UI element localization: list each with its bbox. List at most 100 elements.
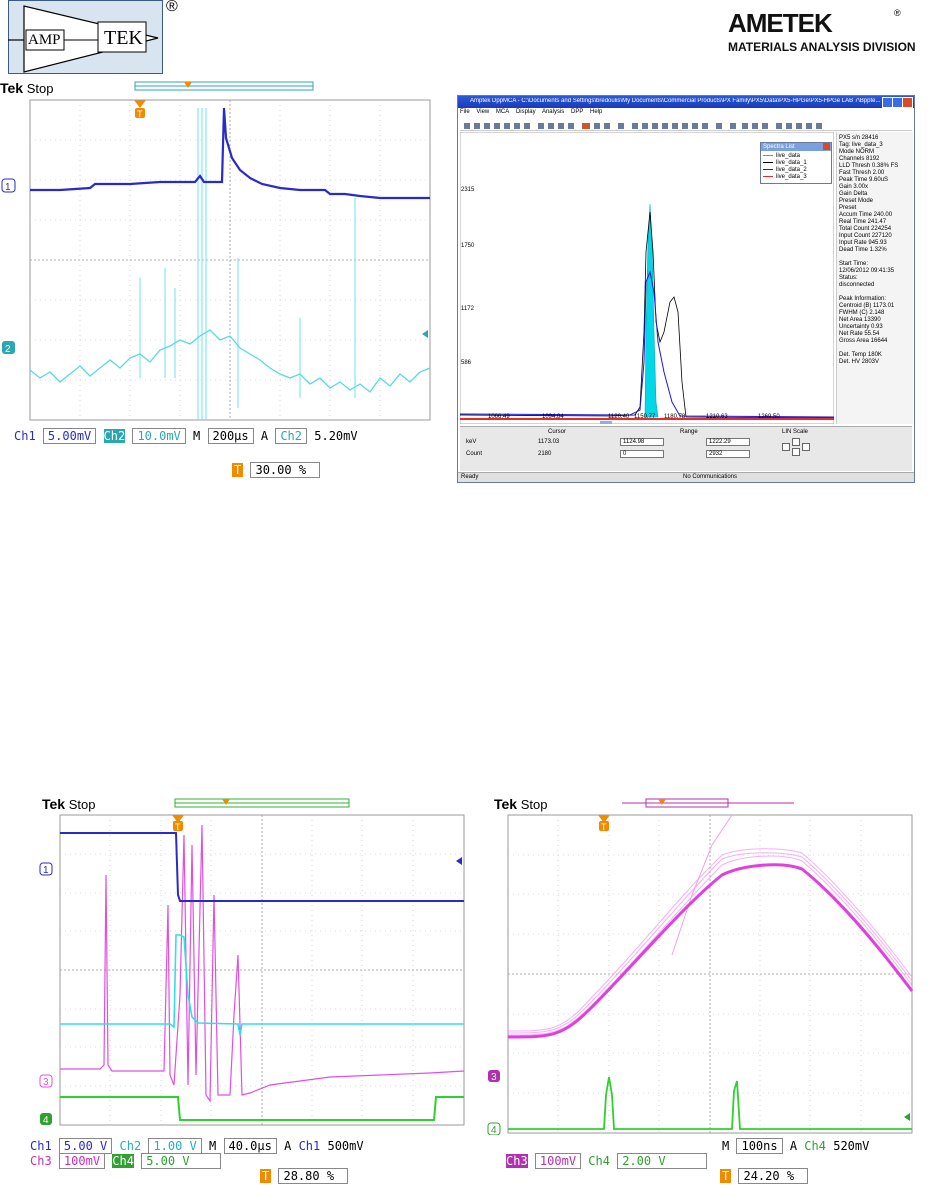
mca-legend-item-1[interactable]: live_data_1 [776, 160, 807, 166]
scope-screenshot-1: Tek Stop T [0, 78, 436, 484]
mca-info-line: Dead Time 1.32% [839, 247, 887, 253]
mca-xlabel-7: 1269.50 [758, 414, 780, 420]
mca-legend-item-2[interactable]: live_data_2 [776, 167, 807, 173]
mca-info-line: Gain 3.00x [839, 184, 869, 190]
scope3-ch2-label: Ch2 [119, 1139, 142, 1153]
mca-range-hi-kev[interactable]: 1222.29 [706, 438, 750, 446]
mca-bottom-panel: Cursor Range LIN Scale keV Count 1173.03… [460, 426, 912, 471]
amptek-logo-left: AMP [28, 32, 61, 48]
scope1-m-label: M [193, 429, 201, 443]
mca-menu-display[interactable]: Display [515, 109, 536, 115]
scope4-ch3-marker: 3 [491, 1072, 497, 1083]
scope1-trig-level: 5.20mV [314, 429, 358, 443]
mca-info-line [839, 254, 911, 261]
ametek-division: MATERIALS ANALYSIS DIVISION [728, 40, 916, 54]
mca-xlabel-2: 1094.84 [542, 414, 564, 420]
mca-info-line: Total Count 224254 [839, 226, 892, 232]
mca-menu-file[interactable]: File [460, 109, 470, 115]
amptek-logo: AMP TEK ® [8, 0, 188, 76]
mca-status-left: Ready [461, 474, 479, 480]
scope4-trig-src: Ch4 [804, 1139, 826, 1153]
mca-info-line: PX5 s/n 28416 [839, 135, 879, 141]
mca-info-line: Real Time 241.47 [839, 219, 887, 225]
scope1-ch2-marker: 2 [5, 344, 11, 355]
mca-info-line: Status: [839, 275, 858, 281]
scope3-trigger-pos: 28.80 % [278, 1168, 349, 1184]
scope1-trigger-pos: 30.00 % [250, 462, 321, 478]
scope3-brand: Tek [42, 796, 66, 812]
scope3-ch1-scale: 5.00 V [58, 1138, 113, 1154]
mca-kev-label: keV [466, 439, 477, 445]
scope4-ch4-label: Ch4 [588, 1154, 610, 1168]
scope4-trigger-pos: 24.20 % [738, 1168, 809, 1184]
mca-menu-dpp[interactable]: DPP [570, 109, 584, 115]
mca-info-line: Net Area 13390 [839, 317, 881, 323]
mca-menu-analysis[interactable]: Analysis [541, 109, 565, 115]
mca-xlabel-5: 1180.78 [664, 414, 686, 420]
scope3-ch4-scale: 5.00 V [141, 1153, 222, 1169]
scope4-trig-level: 520mV [833, 1139, 870, 1153]
mca-range-lo-count[interactable]: 0 [620, 450, 664, 458]
ametek-logo-name: AMETEK [728, 8, 833, 38]
scope1-ch1-scale: 5.00mV [42, 428, 97, 444]
mca-info-line: Preset Mode [839, 198, 874, 204]
mca-info-line: Net Rate 55.54 [839, 331, 880, 337]
mca-info-line: Uncertainty 0.93 [839, 324, 883, 330]
mca-info-line: Tag: live_data_3 [839, 142, 883, 148]
mca-cursor-label: Cursor [548, 429, 567, 435]
scope3-ch4-label: Ch4 [112, 1154, 134, 1168]
mca-close-button[interactable] [902, 97, 913, 108]
mca-info-line: Channels 8192 [839, 156, 880, 162]
scope1-trig-mode: A [260, 429, 269, 443]
mca-menubar: File View MCA Display Analysis DPP Help [460, 109, 602, 118]
ametek-registered-mark: ® [894, 8, 901, 18]
mca-count-label: Count [466, 451, 483, 457]
mca-info-line: 12/06/2012 09:41:35 [839, 268, 895, 274]
scope-screenshot-4: Tek Stop T 3 4 [482, 795, 922, 1185]
mca-legend-item-0[interactable]: live_data [776, 153, 801, 159]
mca-statusbar: Ready No Communications [458, 472, 914, 482]
mca-legend-item-3[interactable]: live_data_3 [776, 174, 807, 180]
mca-spectrum-plot [460, 132, 834, 424]
mca-menu-help[interactable]: Help [590, 109, 603, 115]
scope3-m-label: M [209, 1139, 217, 1153]
mca-info-line [839, 289, 911, 296]
mca-info-line: Preset [839, 205, 857, 211]
scope3-ch2-scale: 1.00 V [148, 1138, 202, 1154]
scope3-ch1-marker: 1 [43, 865, 49, 876]
mca-menu-view[interactable]: View [476, 109, 490, 115]
scope4-ch3-label: Ch3 [506, 1154, 528, 1168]
scope3-trig-level: 500mV [327, 1139, 364, 1153]
mca-range-lo-kev[interactable]: 1124.98 [620, 438, 664, 446]
scope1-ch2-scale: 10.0mV [132, 428, 186, 444]
mca-cursor-count: 2180 [538, 451, 552, 457]
mca-info-line: Input Count 227120 [839, 233, 892, 239]
mca-ylabel-1172: 1172 [461, 306, 474, 312]
scope1-ch2-label: Ch2 [103, 429, 126, 443]
mca-info-line: Det. HV 2803V [839, 359, 880, 365]
mca-info-line: Mode NORM [839, 149, 875, 155]
mca-info-line: Peak Time 9.60uS [839, 177, 889, 183]
mca-range-hi-count[interactable]: 2932 [706, 450, 750, 458]
mca-scale-label[interactable]: LIN Scale [782, 429, 809, 435]
mca-info-line: LLD Thresh 0.38% FS [839, 163, 899, 169]
scope1-trigger-marker: T [137, 109, 143, 119]
ametek-logo: AMETEK ® MATERIALS ANALYSIS DIVISION [728, 8, 928, 58]
mca-xlabel-3: 1120.40 [608, 414, 630, 420]
scope4-graticule: T 3 4 [487, 798, 914, 1135]
mca-scroll-left-button[interactable] [782, 443, 790, 451]
mca-spectra-list-close-icon[interactable] [823, 143, 830, 150]
mca-menu-mca[interactable]: MCA [495, 109, 510, 115]
scope3-timebase: 40.0µs [223, 1138, 277, 1154]
mca-xlabel-4: 1150.77 [634, 414, 656, 420]
scope3-trigger-marker: T [175, 822, 181, 832]
scope3-ch1-label: Ch1 [30, 1139, 52, 1153]
mca-scroll-down-button[interactable] [792, 448, 800, 456]
scope4-trig-mode: A [789, 1139, 798, 1153]
mca-info-line [839, 345, 911, 352]
mca-scroll-right-button[interactable] [802, 443, 810, 451]
mca-scroll-up-button[interactable] [792, 438, 800, 446]
scope1-graticule: T 1 2 [1, 81, 431, 421]
mca-info-line: Gross Area 16644 [839, 338, 888, 344]
scope3-ch3-scale: 100mV [58, 1153, 106, 1169]
